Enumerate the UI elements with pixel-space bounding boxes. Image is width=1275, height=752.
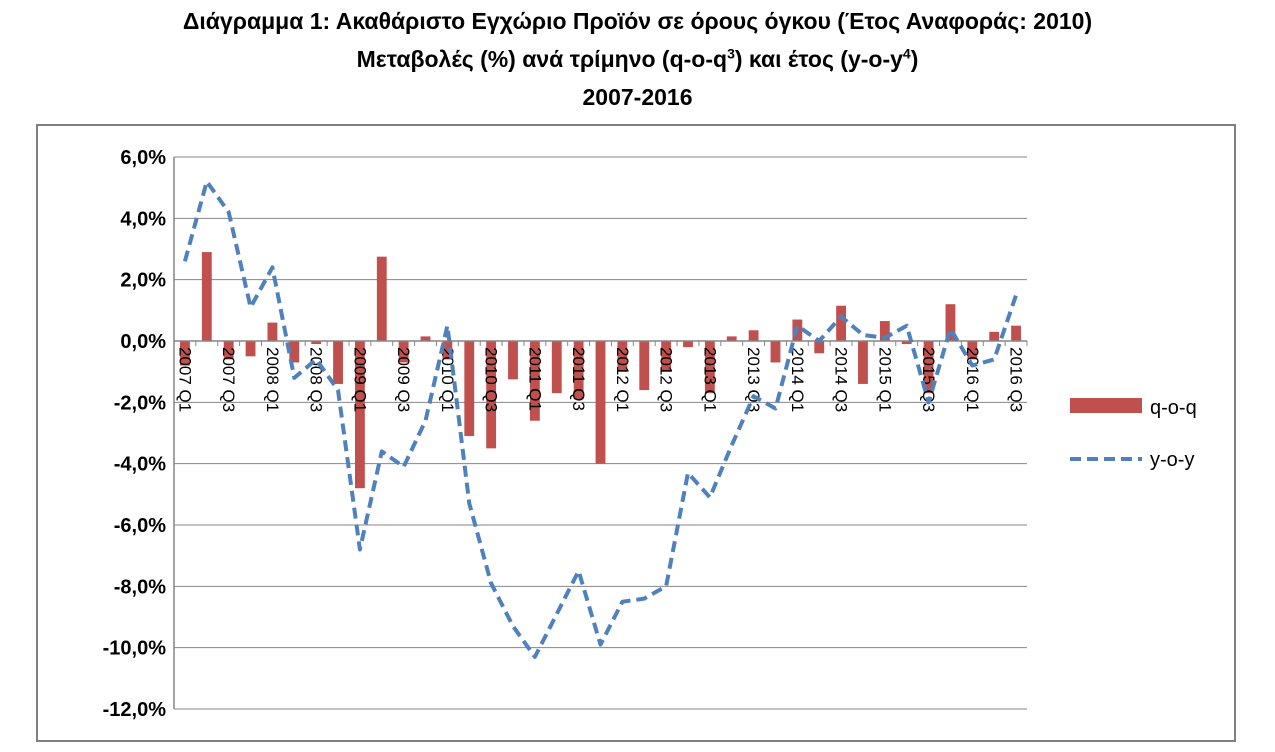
- x-tick-label: 2012 Q3: [657, 347, 676, 412]
- qoq-bar: [814, 341, 825, 354]
- x-tick-label: 2011 Q1: [525, 347, 544, 411]
- legend-label-yoy: y-o-y: [1150, 449, 1194, 471]
- qoq-bar: [836, 305, 847, 341]
- qoq-bar: [398, 341, 409, 363]
- qoq-bar: [442, 341, 453, 360]
- x-tick-label: 2007 Q1: [175, 347, 194, 412]
- qoq-bar: [858, 341, 868, 384]
- x-tick-label: 2008 Q1: [263, 347, 282, 412]
- qoq-bar: [923, 341, 934, 394]
- qoq-bar: [201, 252, 212, 341]
- qoq-bar: [661, 341, 672, 372]
- qoq-bar: [945, 304, 956, 341]
- qoq-bar: [573, 341, 584, 400]
- chart-title-line2: Μεταβολές (%) ανά τρίμηνο (q-o-q3) και έ…: [0, 44, 1275, 74]
- x-tick-label: 2014 Q3: [832, 347, 851, 412]
- qoq-bar: [967, 341, 978, 360]
- chart-title-line2-text: Μεταβολές (%) ανά τρίμηνο (q-o-q: [356, 46, 728, 72]
- x-tick-label: 2009 Q1: [350, 347, 369, 412]
- qoq-bar: [289, 341, 300, 363]
- chart-title-line2-mid: ) και έτος (y-o-y: [734, 46, 903, 72]
- qoq-bar: [639, 341, 650, 391]
- chart-frame: 6,0% 4,0% 2,0% 0,0% -2,0% -4,0% -6,0% -8,0% -10,…: [36, 124, 1236, 742]
- qoq-bar: [704, 341, 715, 394]
- legend-label-qoq: q-o-q: [1150, 397, 1197, 419]
- x-tick-label: 2012 Q1: [613, 347, 632, 412]
- footnote-ref-4: 4: [902, 45, 911, 62]
- qoq-bar: [333, 341, 343, 384]
- gdp-change-chart: 6,0% 4,0% 2,0% 0,0% -2,0% -4,0% -6,0% -8,0% -10,…: [103, 147, 1197, 721]
- x-tick-label: 2015 Q1: [875, 347, 894, 412]
- qoq-bar: [879, 321, 890, 341]
- y-tick-label: 2,0%: [120, 270, 166, 292]
- qoq-bar: [180, 341, 190, 366]
- y-tick-label: 4,0%: [120, 208, 166, 230]
- legend-swatch-qoq: [1070, 398, 1142, 413]
- y-tick-label: -8,0%: [114, 576, 166, 598]
- qoq-bar: [748, 330, 759, 341]
- y-tick-label: -6,0%: [114, 515, 166, 537]
- chart-title-line3: 2007-2016: [582, 84, 693, 110]
- qoq-bar: [770, 341, 781, 363]
- yoy-line: [182, 179, 1018, 659]
- qoq-bar: [223, 341, 234, 360]
- chart-title-line1: Διάγραμμα 1: Ακαθάριστο Εγχώριο Προϊόν σ…: [182, 8, 1093, 34]
- qoq-bar: [1011, 325, 1021, 341]
- x-tick-label: 2013 Q1: [700, 347, 719, 412]
- qoq-bar: [551, 341, 562, 394]
- y-tick-label: 6,0%: [120, 147, 166, 169]
- x-tick-label: 2009 Q3: [394, 347, 413, 412]
- qoq-bar: [311, 341, 322, 345]
- y-tick-label: -12,0%: [103, 699, 167, 721]
- qoq-bar: [617, 341, 628, 372]
- x-tick-label: 2010 Q3: [482, 347, 501, 412]
- qoq-bar: [901, 341, 912, 345]
- qoq-bar: [595, 341, 606, 464]
- qoq-bar: [989, 331, 1000, 341]
- footnote-ref-3: 3: [727, 45, 735, 62]
- qoq-bar: [420, 336, 431, 341]
- y-tick-label: -4,0%: [114, 454, 166, 476]
- y-tick-label: -10,0%: [103, 638, 167, 660]
- qoq-bar: [529, 341, 540, 421]
- chart-title-line2-end: ): [910, 46, 919, 72]
- qoq-bar: [683, 341, 693, 348]
- qoq-bar: [486, 341, 497, 449]
- x-tick-label: 2016 Q3: [1007, 347, 1026, 412]
- qoq-bar: [267, 322, 278, 341]
- qoq-bar: [508, 341, 518, 380]
- x-tick-label: 2013 Q3: [744, 347, 763, 412]
- qoq-bar: [376, 256, 387, 341]
- x-tick-label: 2011 Q3: [569, 347, 588, 411]
- x-tick-label: 2016 Q1: [963, 347, 982, 412]
- x-tick-label: 2015 Q3: [919, 347, 938, 412]
- y-tick-label: -2,0%: [114, 392, 166, 414]
- y-tick-label: 0,0%: [120, 331, 166, 353]
- qoq-bar: [726, 336, 737, 341]
- x-tick-label: 2008 Q3: [307, 347, 326, 412]
- qoq-bar: [464, 341, 475, 437]
- qoq-bar: [245, 341, 256, 357]
- qoq-bar: [354, 341, 365, 489]
- x-tick-label: 2014 Q1: [788, 347, 807, 412]
- x-tick-label: 2007 Q3: [219, 347, 238, 412]
- x-tick-label: 2010 Q1: [438, 347, 457, 412]
